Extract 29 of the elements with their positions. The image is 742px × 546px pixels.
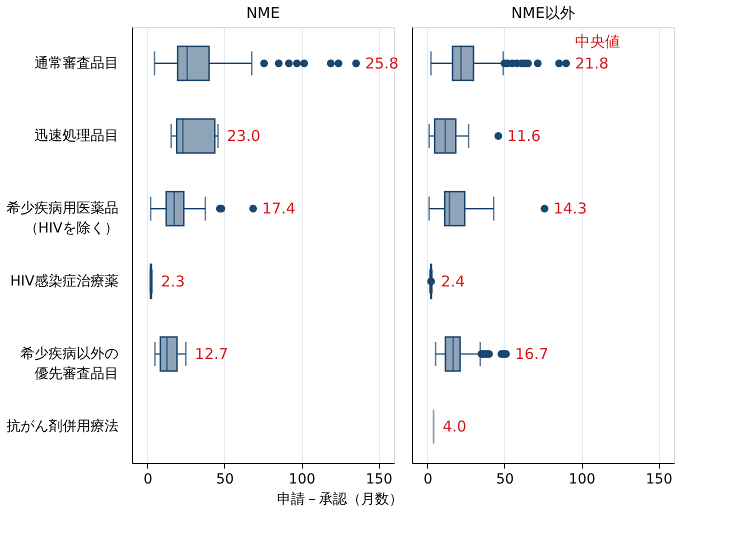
x-tick-label: 0 [143,472,152,488]
x-tick-label: 0 [423,472,432,488]
text: 25.8 [365,54,398,72]
text: 2.4 [441,272,465,290]
x-tick-label: 100 [288,472,316,488]
y-tick-label: HIV感染症治療薬 [10,273,118,290]
annotation: 中央値 [575,32,620,50]
text: 21.8 [575,54,609,72]
y-tick-label: 希少疾病用医薬品（HIVを除く） [6,200,118,237]
x-axis-title: 申請－承認（月数） [277,492,403,508]
x-tick-label: 50 [496,472,514,488]
text: 11.6 [507,127,541,145]
text: 17.4 [262,200,296,218]
y-tick-label: 迅速処理品目 [34,128,118,144]
text: 16.7 [515,345,548,363]
x-tick-label: 50 [216,472,234,488]
text: 2.3 [161,272,185,290]
text: 14.3 [554,200,587,218]
chart-title: NME以外 [511,4,575,22]
y-tick-label: 抗がん剤併用療法 [6,418,118,435]
text: 4.0 [442,418,466,436]
x-tick-label: 150 [646,472,672,488]
x-tick-label: 100 [568,472,596,488]
y-tick-label: 通常審査品目 [34,55,118,72]
text: 12.7 [194,345,228,363]
x-tick-label: 150 [366,472,392,488]
text: 23.0 [227,127,260,145]
chart-title: NME [246,4,280,22]
y-tick-label: 希少疾病以外の優先審査品目 [20,346,118,382]
